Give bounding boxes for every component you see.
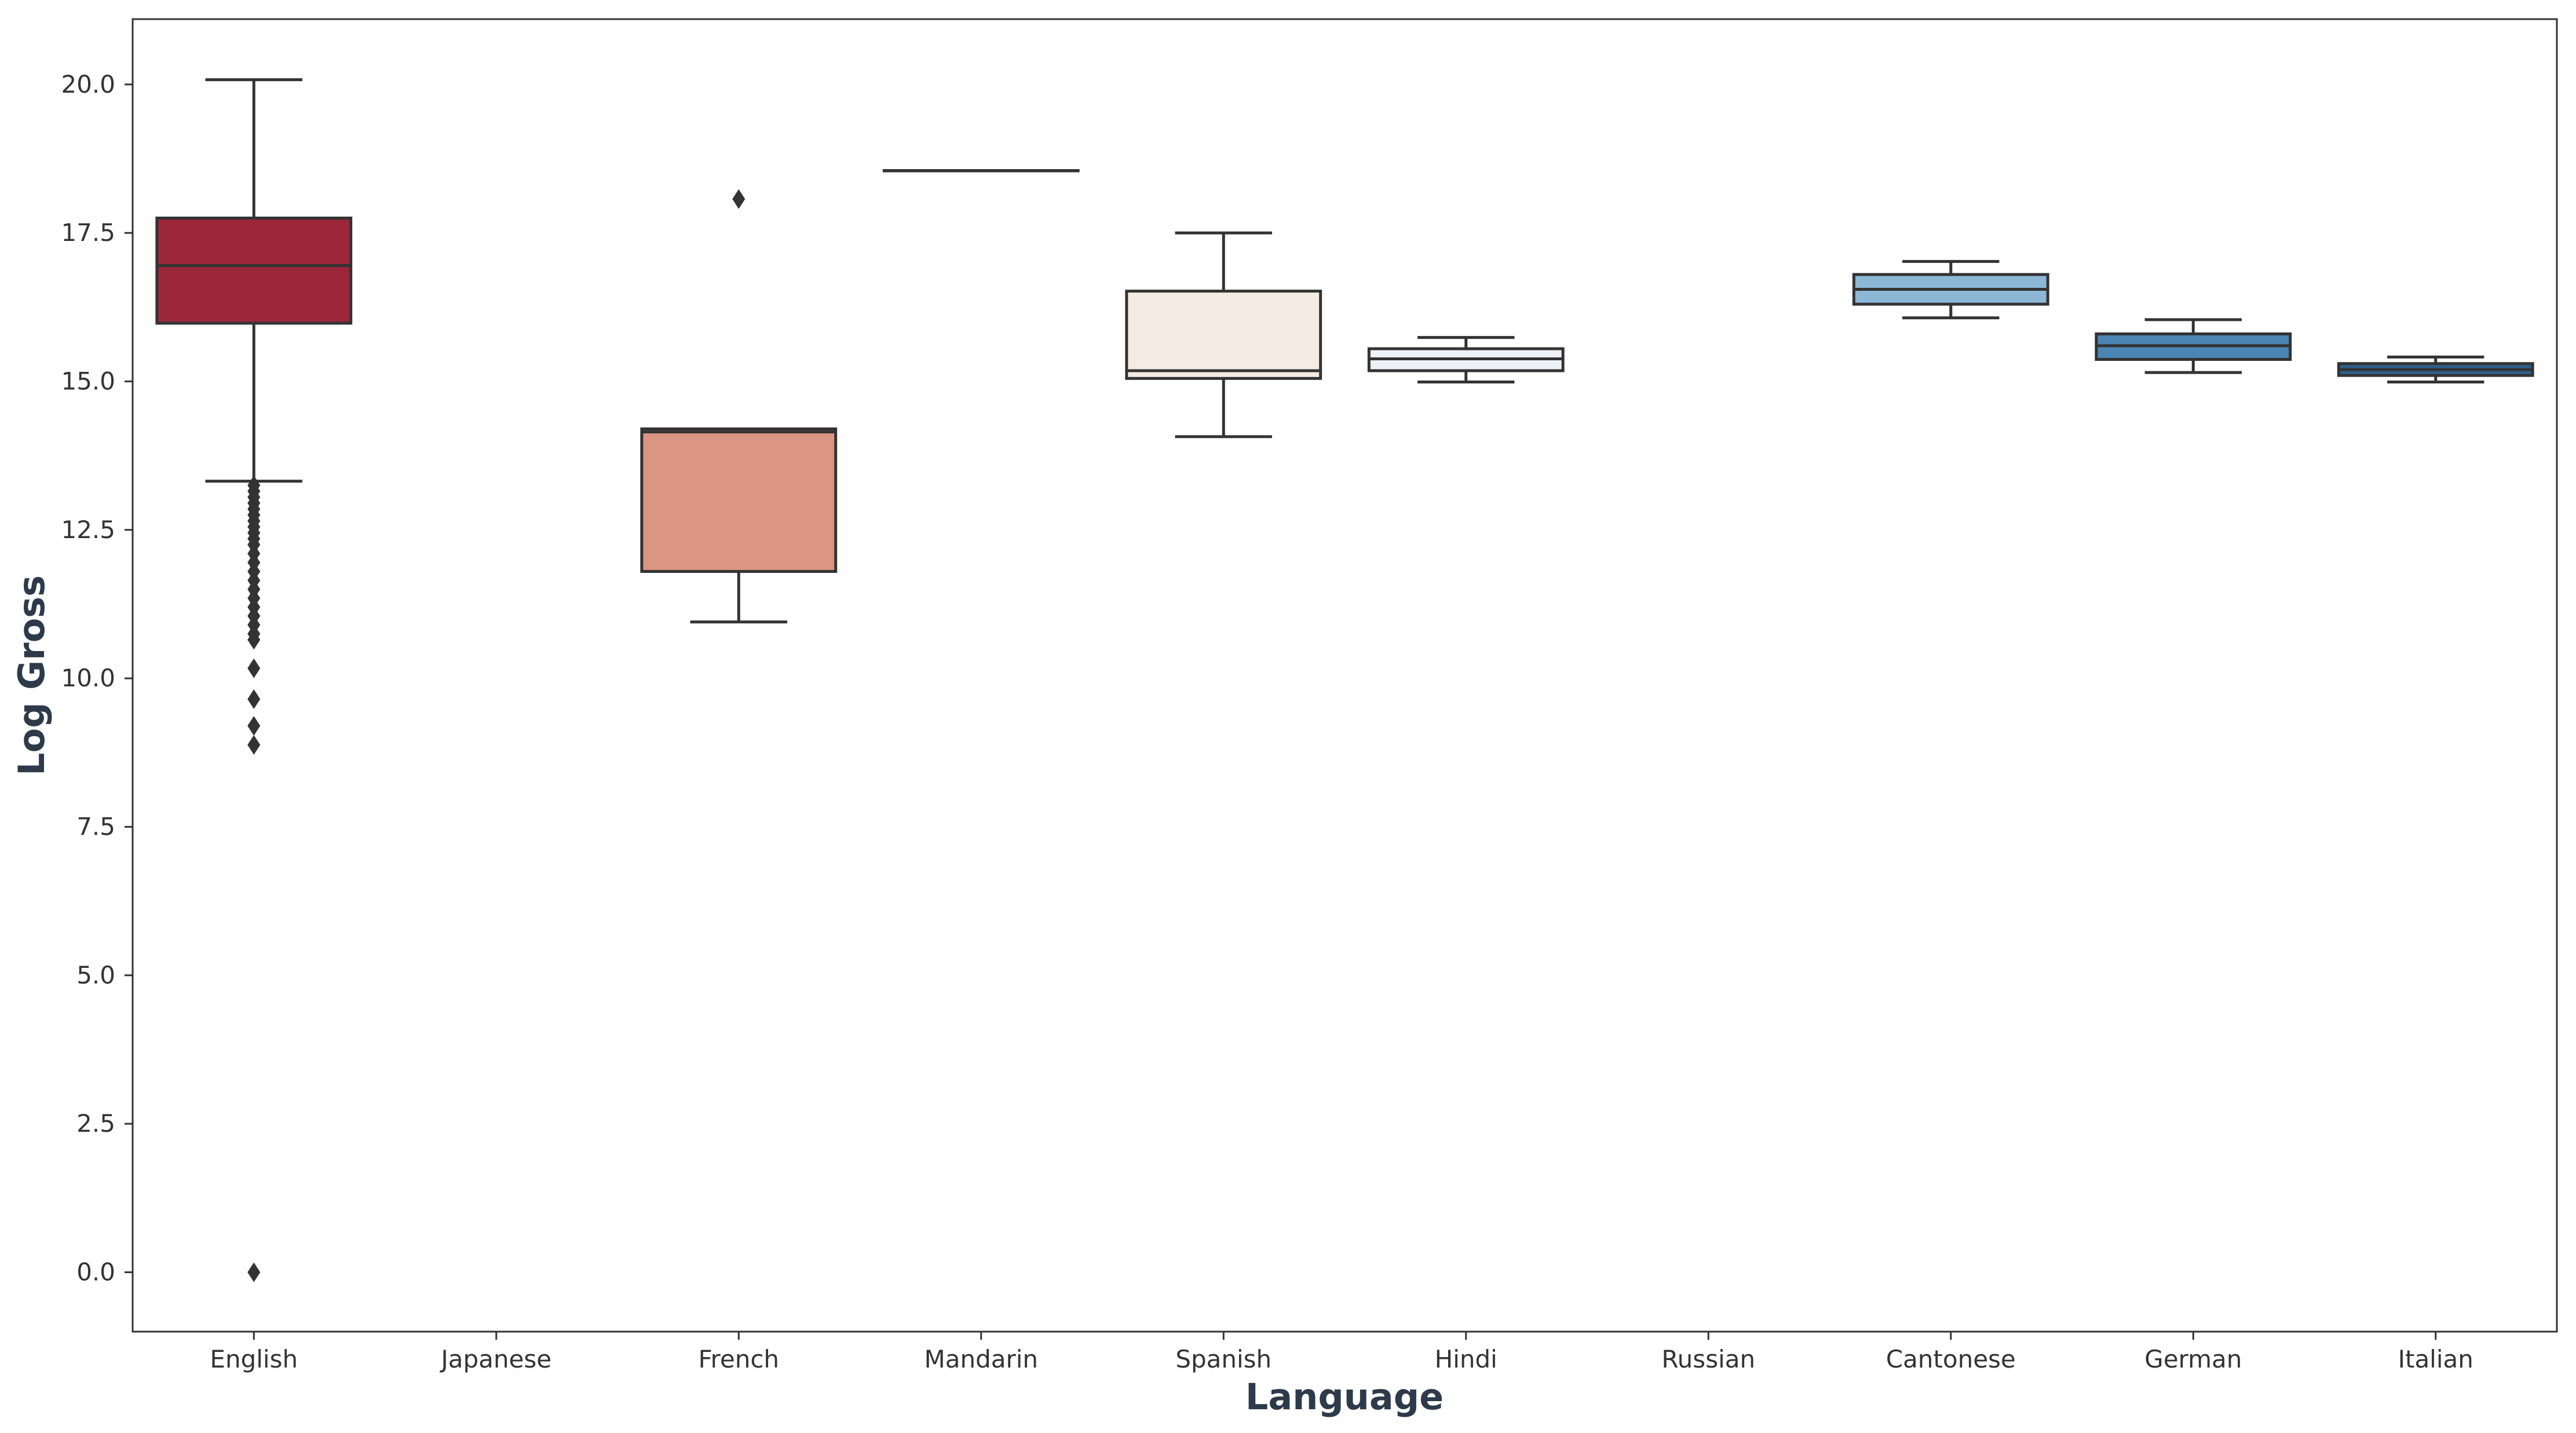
plot-marks bbox=[155, 78, 2534, 1282]
box-iqr bbox=[640, 427, 838, 573]
axis-ticks: 0.0 2.5 5.0 7.5 10.0 12.5 15.0 17.5 20.0 English J… bbox=[61, 70, 2473, 1373]
y-tick-label: 7.5 bbox=[76, 812, 115, 840]
x-tick-label: English bbox=[210, 1345, 298, 1373]
outlier-point bbox=[247, 689, 261, 710]
outlier-point bbox=[247, 1262, 261, 1282]
box-group-italian bbox=[2337, 355, 2534, 383]
box-iqr bbox=[155, 216, 353, 325]
x-tick-label: Hindi bbox=[1435, 1345, 1497, 1373]
outlier-point bbox=[247, 630, 261, 650]
x-tick-label: Russian bbox=[1661, 1345, 1755, 1373]
y-axis-label: Log Gross bbox=[10, 575, 53, 776]
x-tick-label: Spanish bbox=[1175, 1345, 1271, 1373]
box-group-cantonese bbox=[1852, 259, 2049, 320]
y-tick-label: 2.5 bbox=[76, 1109, 115, 1138]
outlier-point bbox=[247, 734, 261, 755]
y-tick-label: 10.0 bbox=[61, 664, 115, 692]
x-tick-label: French bbox=[698, 1345, 779, 1373]
x-tick-label: German bbox=[2144, 1345, 2242, 1373]
box-iqr bbox=[1125, 290, 1322, 380]
box-group-german bbox=[2095, 318, 2292, 374]
box-group-hindi bbox=[1367, 336, 1565, 383]
y-tick-label: 15.0 bbox=[61, 367, 115, 395]
box-group-french bbox=[640, 189, 838, 624]
box-group-spanish bbox=[1125, 231, 1322, 438]
y-tick-label: 5.0 bbox=[76, 961, 115, 989]
box-group-mandarin bbox=[882, 169, 1080, 173]
outlier-point bbox=[247, 716, 261, 736]
x-axis-label: Language bbox=[1245, 1376, 1444, 1418]
plot-frame bbox=[131, 18, 2558, 1333]
y-tick-label: 12.5 bbox=[61, 516, 115, 544]
x-tick-label: Cantonese bbox=[1886, 1345, 2016, 1373]
y-tick-label: 0.0 bbox=[76, 1257, 115, 1286]
box-group-english bbox=[155, 78, 353, 1282]
x-tick-label: Japanese bbox=[439, 1345, 551, 1373]
x-tick-label: Italian bbox=[2398, 1345, 2473, 1373]
y-tick-label: 17.5 bbox=[61, 218, 115, 247]
outlier-point bbox=[732, 189, 746, 209]
y-tick-label: 20.0 bbox=[61, 70, 115, 98]
outlier-point bbox=[247, 658, 261, 678]
x-tick-label: Mandarin bbox=[924, 1345, 1038, 1373]
